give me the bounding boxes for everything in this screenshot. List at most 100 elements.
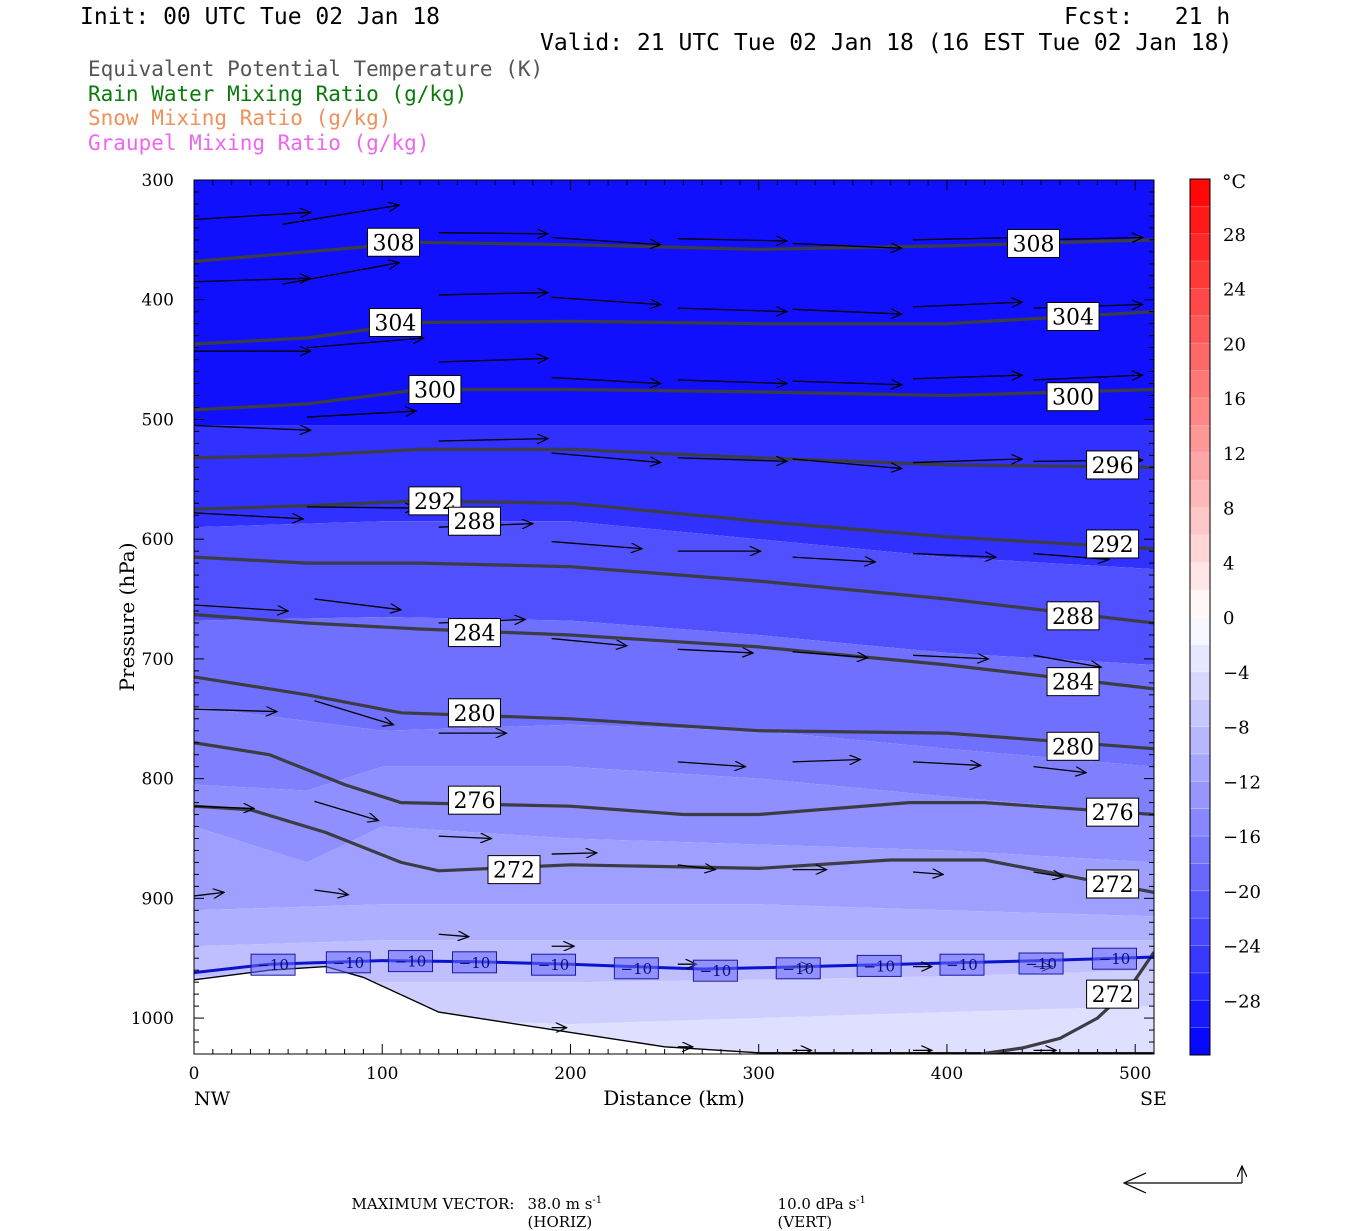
wind-vector-24 xyxy=(194,425,311,430)
isotherm-label-text-7: −10 xyxy=(782,960,814,978)
isotherm-label-9: −10 xyxy=(939,953,985,976)
contour-label-8: 272 xyxy=(487,855,541,885)
contour-label-box-9 xyxy=(1007,228,1061,258)
init-time: Init: 00 UTC Tue 02 Jan 18 xyxy=(80,4,441,30)
colorbar: 28 24 20 16 12 8 4 0 −4 −8 −12 −16 −20 −24 −28 xyxy=(1189,178,1261,1056)
colorbar-swatch xyxy=(1190,863,1210,892)
vert-tail: (VERT) xyxy=(777,1213,833,1231)
isotherm-label-4: −10 xyxy=(531,953,577,976)
contour-label-text-10: 304 xyxy=(1052,305,1094,330)
colorbar-label-8: −4 xyxy=(1223,663,1250,684)
wind-vector-39 xyxy=(1033,552,1109,560)
forecast-hour: Fcst: 21 h xyxy=(1064,4,1231,30)
wind-vector-4 xyxy=(677,239,787,241)
colorbar-frame xyxy=(1189,178,1211,1056)
colorbar-label-4: 12 xyxy=(1223,444,1246,465)
colorbar-swatch xyxy=(1190,617,1210,645)
wind-vector-0 xyxy=(194,212,311,221)
colorbar-label-11: −16 xyxy=(1223,827,1261,848)
contour-label-text-9: 308 xyxy=(1013,232,1055,257)
colorbar-swatch xyxy=(1190,315,1210,344)
wind-vector-27 xyxy=(551,452,661,463)
contour-label-12: 296 xyxy=(1086,450,1140,480)
contour-label-4: 288 xyxy=(447,506,501,536)
colorbar-swatch xyxy=(1190,644,1210,673)
wind-vector-25 xyxy=(306,411,416,418)
colorbar-swatch xyxy=(1190,945,1210,974)
plot-frame xyxy=(193,179,1155,1055)
theta-e-296-line-3 xyxy=(194,447,1154,469)
vert-caption: 10.0 dPa s-1 (VERT) xyxy=(768,1177,866,1231)
colorbar-swatch xyxy=(1190,562,1210,591)
isotherm-label-text-0: −10 xyxy=(257,956,289,974)
colorbar-label-12: −20 xyxy=(1223,882,1261,903)
wind-vector-29 xyxy=(792,458,902,469)
isotherm-label-text-8: −10 xyxy=(863,957,895,975)
contour-label-box-6 xyxy=(447,698,501,728)
x-axis-title: Distance (km) xyxy=(603,1086,745,1110)
y-tick-label-0: 300 xyxy=(142,171,174,191)
wind-vector-59 xyxy=(677,865,716,870)
contour-label-6: 280 xyxy=(447,698,501,728)
wind-vector-20 xyxy=(677,380,787,384)
reference-vector xyxy=(1122,1166,1242,1194)
contour-label-text-17: 276 xyxy=(1092,801,1134,826)
horiz-value: 38.0 m s xyxy=(527,1195,593,1213)
wind-vector-45 xyxy=(792,651,868,658)
x-endpoint-left: NW xyxy=(194,1088,231,1110)
colorbar-label-3: 16 xyxy=(1223,389,1246,410)
contour-label-10: 304 xyxy=(1046,301,1100,331)
y-tick-label-2: 500 xyxy=(142,410,174,430)
wind-vector-64 xyxy=(314,890,348,895)
y-tick-label-3: 600 xyxy=(142,530,174,550)
temperature-fill xyxy=(194,180,1154,1054)
colorbar-swatch xyxy=(1190,507,1210,536)
isotherm-label-box-5 xyxy=(613,957,659,980)
isotherm-label-text-6: −10 xyxy=(700,962,732,980)
wind-vector-18 xyxy=(438,358,548,362)
contour-label-2: 300 xyxy=(408,375,462,405)
contour-label-3: 292 xyxy=(408,486,462,516)
contour-label-text-16: 280 xyxy=(1052,735,1094,760)
vert-value: 10.0 dPa s xyxy=(777,1195,857,1213)
wind-vector-49 xyxy=(314,700,393,725)
isotherm-label-box-6 xyxy=(692,959,738,982)
contour-label-box-0 xyxy=(367,227,421,257)
y-tick-label-4: 700 xyxy=(142,650,174,670)
colorbar-label-14: −28 xyxy=(1223,991,1261,1012)
wind-vector-47 xyxy=(1033,654,1102,667)
vert-exponent: -1 xyxy=(856,1195,866,1206)
colorbar-swatch xyxy=(1190,343,1210,372)
temperature-band-4 xyxy=(194,706,1154,815)
contour-label-text-1: 304 xyxy=(374,311,416,336)
theta-e-284-line-6 xyxy=(194,613,1154,691)
isotherm-label-text-1: −10 xyxy=(333,954,365,972)
isotherm-label-7: −10 xyxy=(775,957,821,980)
theta-e-300-line-2 xyxy=(194,387,1154,412)
contour-label-box-8 xyxy=(487,855,541,885)
y-tick-label-1: 400 xyxy=(142,291,174,311)
y-tick-label-7: 1000 xyxy=(131,1009,174,1029)
contour-label-box-7 xyxy=(447,785,501,815)
wind-vector-13 xyxy=(792,309,902,314)
isotherm-label-text-10: −10 xyxy=(1025,955,1057,973)
colorbar-swatch xyxy=(1190,671,1210,700)
isotherm-label-6: −10 xyxy=(692,959,738,982)
temperature-band-2 xyxy=(194,521,1154,665)
wind-vector-30 xyxy=(913,459,1022,463)
contour-label-text-18: 272 xyxy=(1092,873,1134,898)
colorbar-swatch xyxy=(1190,972,1210,1001)
isotherm-label-11: −10 xyxy=(1091,947,1137,970)
colorbar-swatch xyxy=(1190,206,1210,235)
isotherm-label-box-0 xyxy=(250,953,296,976)
theta-e-292-line-4 xyxy=(194,499,1154,551)
wind-vector-3 xyxy=(551,236,661,244)
wind-vector-52 xyxy=(792,759,861,761)
isotherm-label-box-11 xyxy=(1091,947,1137,970)
contour-label-19: 272 xyxy=(1086,979,1140,1009)
isotherm-label-text-5: −10 xyxy=(621,960,653,978)
terrain-fill xyxy=(194,966,1154,1054)
max-vector-label: MAXIMUM VECTOR: xyxy=(351,1195,515,1213)
legend-item-theta-e: Equivalent Potential Temperature (K) xyxy=(88,57,544,81)
wind-vector-56 xyxy=(314,800,378,820)
